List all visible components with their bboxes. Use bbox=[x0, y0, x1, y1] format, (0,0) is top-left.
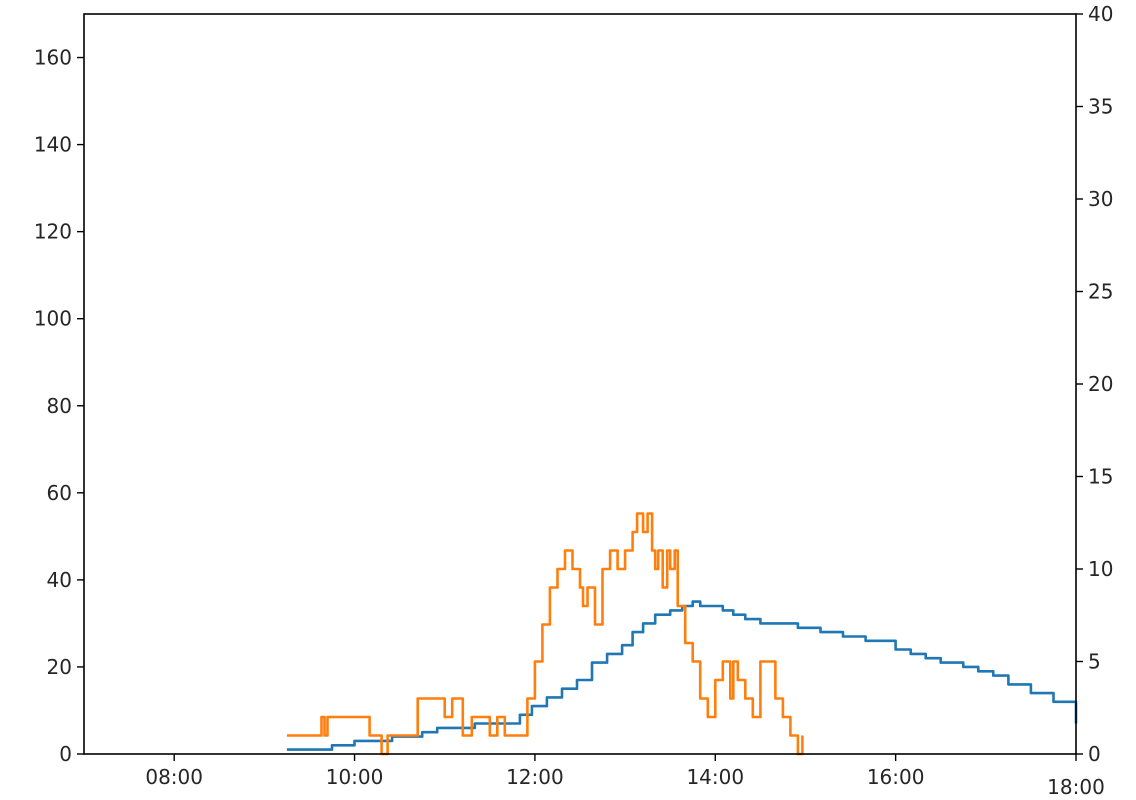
y-left-tick-label: 60 bbox=[47, 481, 72, 505]
y-right-tick-label: 0 bbox=[1088, 742, 1101, 766]
ticks-layer: 08:00 10:00 12:00 14:00 16:00 18:00 0 20 40 60 80 1… bbox=[34, 2, 1114, 799]
y-left-tick-label: 40 bbox=[47, 568, 72, 592]
x-tick-label: 14:00 bbox=[686, 765, 744, 789]
y-left-tick-label: 20 bbox=[47, 655, 72, 679]
y-right-tick-label: 30 bbox=[1088, 187, 1113, 211]
y-right-tick-label: 10 bbox=[1088, 557, 1113, 581]
x-tick-label: 12:00 bbox=[506, 765, 564, 789]
y-left-tick-label: 0 bbox=[59, 742, 72, 766]
x-tick-label: 16:00 bbox=[867, 765, 925, 789]
y-right-tick-label: 20 bbox=[1088, 372, 1113, 396]
y-right-tick-label: 5 bbox=[1088, 650, 1101, 674]
y-left-tick-label: 80 bbox=[47, 394, 72, 418]
x-tick-label: 10:00 bbox=[326, 765, 384, 789]
y-right-tick-label: 15 bbox=[1088, 465, 1113, 489]
plot-area bbox=[84, 14, 1076, 754]
series-layer bbox=[286, 512, 1078, 756]
y-left-tick-label: 100 bbox=[34, 307, 72, 331]
y-right-tick-label: 35 bbox=[1088, 95, 1113, 119]
y-left-tick-label: 160 bbox=[34, 46, 72, 70]
series-line-1 bbox=[286, 600, 1078, 751]
y-right-tick-label: 40 bbox=[1088, 2, 1113, 26]
x-tick-label: 18:00 bbox=[1047, 775, 1105, 799]
y-left-tick-label: 120 bbox=[34, 220, 72, 244]
y-left-tick-label: 140 bbox=[34, 133, 72, 157]
x-tick-label: 08:00 bbox=[145, 765, 203, 789]
series-line-2 bbox=[286, 512, 804, 756]
y-right-tick-label: 25 bbox=[1088, 280, 1113, 304]
